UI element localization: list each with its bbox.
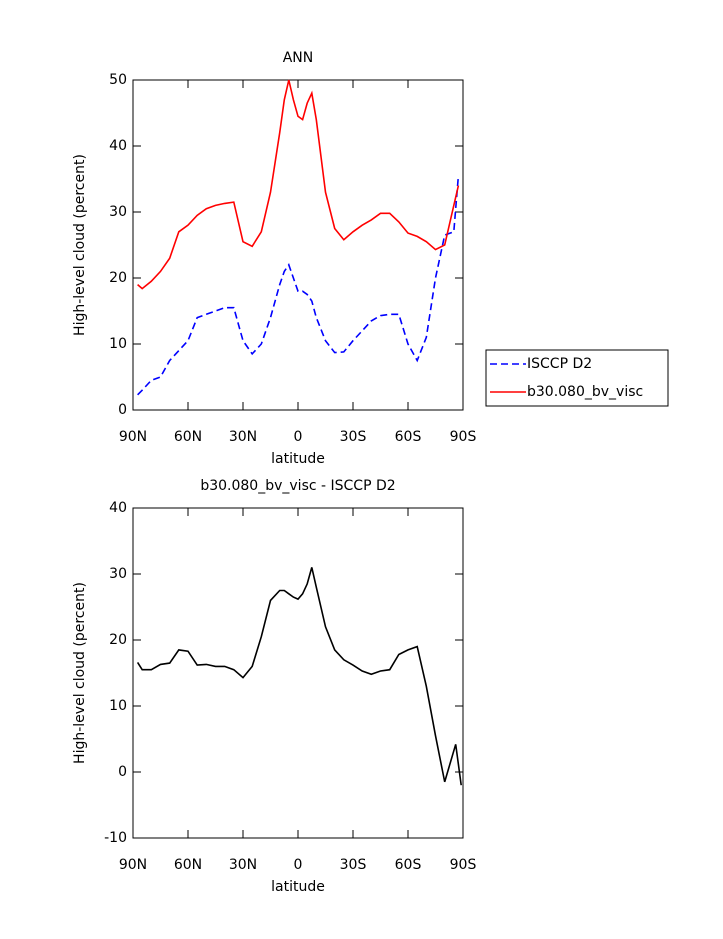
x-tick-label: 60N: [174, 429, 202, 445]
legend-label: b30.080_bv_visc: [527, 384, 643, 400]
data-line: [137, 175, 460, 396]
x-tick-label: 30N: [229, 429, 257, 445]
y-tick-label: 30: [109, 204, 127, 220]
y-tick-label: 50: [109, 72, 127, 88]
y-tick-label: 0: [118, 402, 127, 418]
x-tick-label: 60S: [395, 429, 422, 445]
x-tick-label: 30N: [229, 857, 257, 873]
x-tick-label: 90S: [450, 857, 477, 873]
x-tick-label: 60N: [174, 857, 202, 873]
plot-frame: [132, 507, 464, 839]
y-tick-label: 0: [118, 764, 127, 780]
x-axis-label: latitude: [271, 451, 325, 467]
x-tick-label: 90N: [119, 429, 147, 445]
x-axis-label: latitude: [271, 879, 325, 895]
y-tick-label: 20: [109, 632, 127, 648]
chart-title: b30.080_bv_visc - ISCCP D2: [200, 478, 395, 494]
y-tick-label: -10: [104, 830, 127, 846]
legend-box: [485, 349, 669, 407]
x-tick-label: 90S: [450, 429, 477, 445]
y-tick-label: 40: [109, 500, 127, 516]
chart-title: ANN: [283, 50, 314, 66]
x-tick-label: 90N: [119, 857, 147, 873]
legend-label: ISCCP D2: [527, 356, 592, 372]
y-tick-label: 30: [109, 566, 127, 582]
y-axis-label: High-level cloud (percent): [72, 154, 88, 336]
y-tick-label: 10: [109, 698, 127, 714]
data-line: [137, 79, 460, 290]
plot-frame: [132, 79, 464, 411]
y-tick-label: 40: [109, 138, 127, 154]
y-tick-label: 10: [109, 336, 127, 352]
x-tick-label: 60S: [395, 857, 422, 873]
x-tick-label: 0: [294, 429, 303, 445]
y-tick-label: 20: [109, 270, 127, 286]
data-line: [136, 567, 462, 786]
x-tick-label: 0: [294, 857, 303, 873]
y-axis-label: High-level cloud (percent): [72, 582, 88, 764]
x-tick-label: 30S: [340, 857, 367, 873]
x-tick-label: 30S: [340, 429, 367, 445]
